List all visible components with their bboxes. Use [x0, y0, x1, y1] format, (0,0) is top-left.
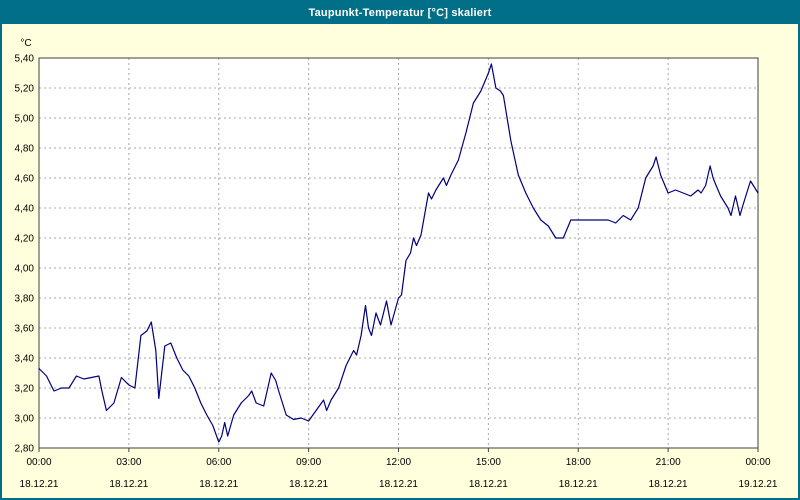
x-axis-time-label: 09:00	[296, 457, 321, 468]
y-axis-tick-label: 3,60	[15, 324, 35, 335]
x-axis-time-label: 06:00	[206, 457, 231, 468]
x-axis-date-label: 18.12.21	[289, 479, 328, 490]
y-axis-tick-label: 5,00	[15, 114, 35, 125]
y-axis-tick-label: 3,80	[15, 294, 35, 305]
x-axis-date-label: 18.12.21	[559, 479, 598, 490]
window-title: Taupunkt-Temperatur [°C] skaliert	[308, 7, 492, 19]
x-axis-time-label: 03:00	[116, 457, 141, 468]
x-axis-date-label: 18.12.21	[20, 479, 59, 490]
y-axis-tick-label: 2,80	[15, 444, 35, 455]
x-axis-time-label: 00:00	[26, 457, 51, 468]
y-axis-tick-label: 4,40	[15, 204, 35, 215]
x-axis-date-label: 18.12.21	[469, 479, 508, 490]
y-axis-tick-label: 4,20	[15, 234, 35, 245]
x-axis-time-label: 00:00	[745, 457, 770, 468]
chart-area: 5,40 5,20 5,00 4,80 4,60 4,40 4,20 4,00 3,80 3,60…	[2, 24, 798, 498]
series-line	[38, 63, 759, 443]
plot-frame	[38, 57, 759, 449]
y-axis-tick-label: 4,00	[15, 264, 35, 275]
x-axis-time-label: 12:00	[386, 457, 411, 468]
x-axis-date-label: 18.12.21	[199, 479, 238, 490]
y-axis-tick-label: 4,80	[15, 144, 35, 155]
y-axis-tick-label: 3,40	[15, 354, 35, 365]
x-axis-time-label: 15:00	[476, 457, 501, 468]
y-axis-tick-label: 3,00	[15, 414, 35, 425]
window-title-bar: Taupunkt-Temperatur [°C] skaliert	[2, 2, 798, 24]
x-axis-date-label: 18.12.21	[379, 479, 418, 490]
y-axis-tick-label: 4,60	[15, 174, 35, 185]
x-axis-time-label: 21:00	[656, 457, 681, 468]
x-axis-date-label: 18.12.21	[649, 479, 688, 490]
x-axis-date-label: 18.12.21	[109, 479, 148, 490]
x-axis-date-label: 19.12.21	[739, 479, 778, 490]
y-axis-tick-label: 5,20	[15, 84, 35, 95]
y-axis-tick-label: 5,40	[15, 54, 35, 65]
y-axis-unit-label: °C	[20, 38, 31, 49]
chart-svg: 5,40 5,20 5,00 4,80 4,60 4,40 4,20 4,00 3,80 3,60…	[15, 38, 778, 490]
y-axis-tick-label: 3,20	[15, 384, 35, 395]
x-axis-time-label: 18:00	[566, 457, 591, 468]
